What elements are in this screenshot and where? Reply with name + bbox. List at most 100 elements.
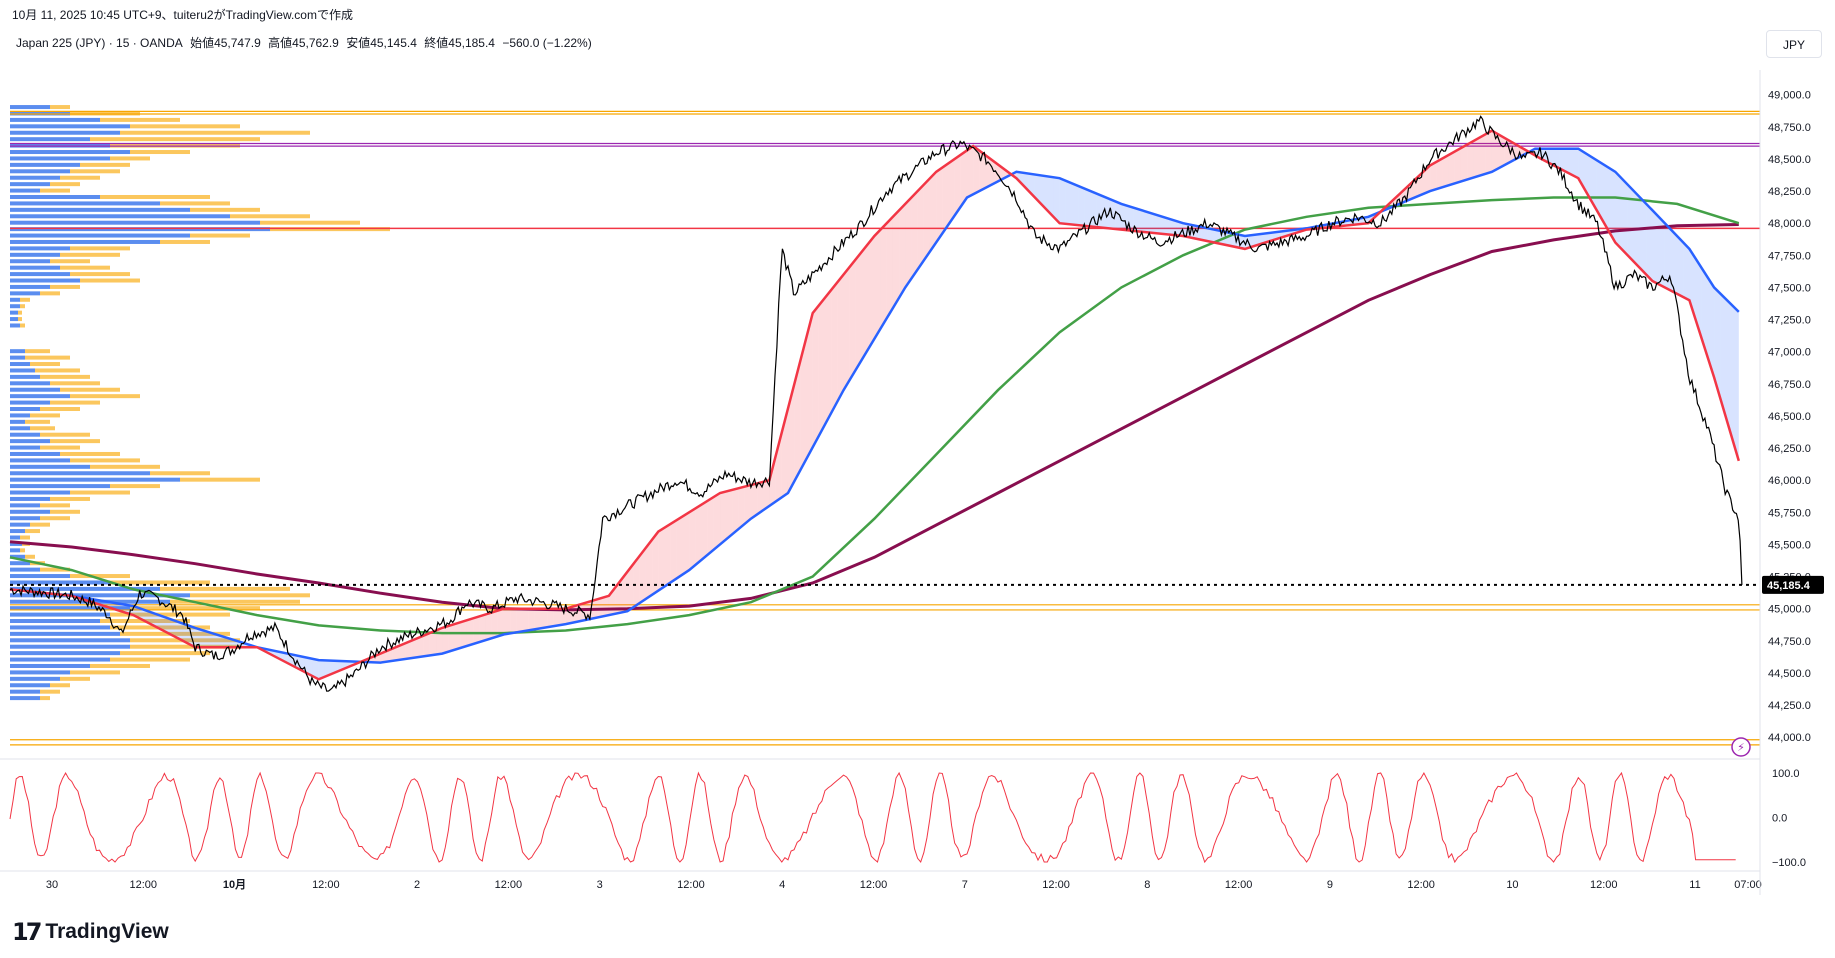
time-tick-label: 12:00: [495, 879, 523, 891]
vp-bar-down: [190, 593, 310, 598]
vp-bar-down: [70, 670, 120, 675]
vp-bar-up: [10, 663, 90, 668]
ribbon-segment: [1584, 152, 1591, 200]
price-tick-label: 45,750.0: [1768, 507, 1811, 519]
vp-bar-up: [10, 509, 50, 514]
ribbon-segment: [658, 527, 665, 591]
oscillator-tick-label: −100.0: [1772, 857, 1806, 869]
vp-bar-down: [50, 381, 100, 386]
vp-bar-down: [20, 323, 25, 328]
currency-button[interactable]: JPY: [1766, 30, 1822, 58]
vp-bar-up: [10, 574, 70, 579]
price-tick-label: 47,500.0: [1768, 282, 1811, 294]
symbol-name[interactable]: Japan 225 (JPY) · 15 · OANDA: [16, 36, 183, 50]
ribbon-segment: [1652, 210, 1659, 285]
vp-bar-down: [70, 458, 140, 463]
ribbon-segment: [695, 504, 702, 565]
ribbon-segment: [843, 266, 850, 391]
vp-bar-down: [230, 214, 310, 219]
ribbon-segment: [497, 608, 504, 637]
price-tick-label: 48,500.0: [1768, 154, 1811, 166]
alert-icon[interactable]: ⚡: [1731, 737, 1751, 757]
vp-bar-down: [90, 464, 160, 469]
vp-bar-down: [40, 503, 70, 508]
ribbon-segment: [707, 496, 714, 555]
vp-bar-up: [10, 561, 30, 566]
ribbon-segment: [1201, 227, 1208, 242]
vp-bar-down: [130, 124, 240, 129]
vp-bar-up: [10, 529, 25, 534]
vp-bar-down: [40, 689, 60, 694]
price-tick-label: 49,000.0: [1768, 90, 1811, 102]
ribbon-segment: [1559, 148, 1566, 172]
ribbon-segment: [540, 608, 548, 629]
ribbon-segment: [164, 617, 171, 635]
vp-bar-up: [10, 291, 40, 296]
ribbon-segment: [911, 191, 918, 279]
vp-bar-down: [40, 291, 60, 296]
ribbon-segment: [553, 608, 560, 627]
vp-bar-down: [70, 246, 130, 251]
time-tick-label: 07:00: [1734, 879, 1762, 891]
vp-bar-up: [10, 625, 110, 630]
ribbon-segment: [1251, 234, 1258, 247]
price-axis[interactable]: 49,000.0 48,750.0 48,500.0 48,250.0 48,000.0…: [1768, 90, 1811, 744]
vp-bar-up: [10, 355, 25, 360]
vp-bar-down: [50, 683, 70, 688]
vp-bar-up: [10, 644, 130, 649]
ribbon-segment: [967, 146, 974, 198]
vp-bar-down: [25, 355, 70, 360]
ribbon-segment: [1683, 242, 1690, 301]
vp-bar-down: [110, 580, 210, 585]
ribbon-segment: [831, 282, 838, 414]
ribbon-segment: [1047, 176, 1054, 217]
ribbon-segment: [744, 484, 751, 524]
vp-bar-up: [10, 124, 130, 129]
ribbon-segment: [1467, 141, 1474, 180]
vp-bar-down: [190, 207, 260, 212]
vp-bar-up: [10, 252, 60, 257]
time-tick-label: 30: [46, 879, 58, 891]
ribbon-segment: [1485, 130, 1492, 174]
vp-bar-up: [10, 522, 30, 527]
vp-bar-up: [10, 541, 22, 546]
ribbon-segment: [1732, 305, 1739, 461]
ribbon-segment: [1448, 151, 1455, 186]
time-tick-label: 12:00: [1590, 879, 1618, 891]
ribbon-segment: [929, 171, 937, 252]
ribbon-segment: [503, 608, 511, 635]
tradingview-logo[interactable]: 17 TradingView: [12, 918, 169, 946]
price-series: [9, 115, 1743, 692]
vp-bar-up: [10, 535, 20, 540]
vp-bar-up: [10, 117, 100, 122]
ribbon-segment: [1430, 161, 1437, 192]
ribbon-segment: [516, 608, 523, 633]
ribbon-segment: [454, 622, 461, 650]
ribbon-segment: [615, 579, 622, 614]
time-axis[interactable]: 30 12:00 10月 12:00 2 12:00 3 12:00 4 12:00 7 12:00 8…: [46, 878, 1762, 891]
vp-bar-up: [10, 606, 130, 611]
vp-bar-up: [10, 593, 190, 598]
ribbon-segment: [1547, 148, 1554, 166]
price-tick-label: 44,750.0: [1768, 636, 1811, 648]
ribbon-segment: [176, 621, 183, 641]
vp-bar-up: [10, 619, 100, 624]
ribbon-segment: [862, 243, 869, 360]
vp-bar-down: [25, 529, 40, 534]
ribbon-segment: [806, 313, 813, 459]
ribbon-segment: [1059, 178, 1066, 224]
vp-bar-down: [70, 169, 120, 174]
vp-bar-up: [10, 317, 18, 322]
vp-bar-up: [10, 612, 110, 617]
vp-bar-down: [70, 574, 130, 579]
ribbon-segment: [1720, 293, 1727, 420]
price-tick-label: 45,500.0: [1768, 539, 1811, 551]
vp-bar-down: [60, 175, 100, 180]
vp-bar-down: [18, 310, 22, 315]
vp-bar-down: [30, 362, 60, 367]
vp-bar-up: [10, 689, 40, 694]
vp-bar-down: [270, 227, 390, 232]
ribbon-segment: [1071, 183, 1079, 226]
ribbon-segment: [1454, 148, 1461, 184]
